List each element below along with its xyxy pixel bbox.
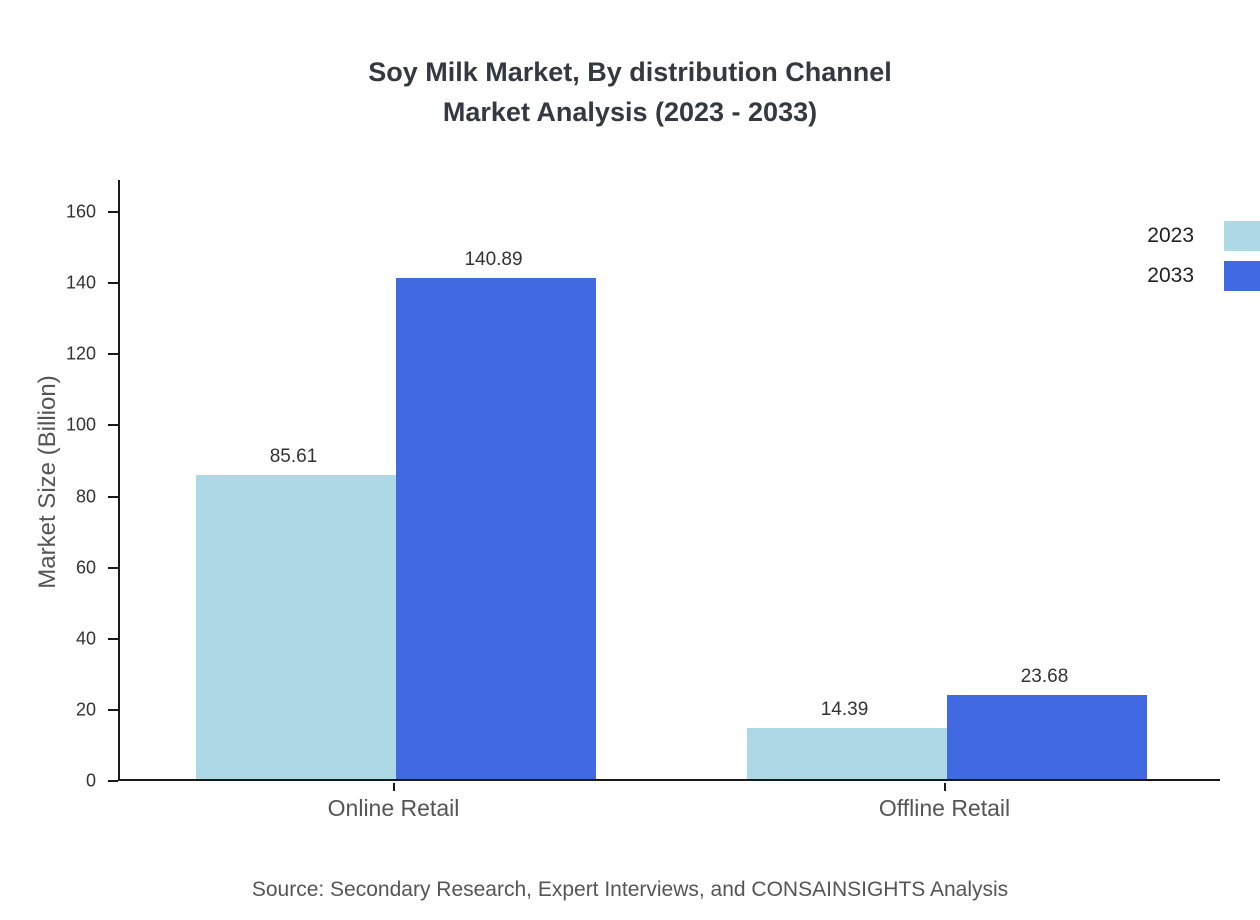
chart-title: Soy Milk Market, By distribution Channel… xyxy=(0,52,1260,132)
bar-2033-offline-retail xyxy=(946,694,1147,779)
bar-value-label: 140.89 xyxy=(464,248,523,270)
y-tick-mark xyxy=(108,566,118,569)
chart-title-line1: Soy Milk Market, By distribution Channel xyxy=(368,57,892,87)
bar-2023-offline-retail xyxy=(746,727,947,779)
y-tick-mark xyxy=(108,780,118,782)
x-category-label: Online Retail xyxy=(327,795,460,821)
y-tick-label: 20 xyxy=(75,699,96,720)
chart-title-line2: Market Analysis (2023 - 2033) xyxy=(442,97,818,127)
y-tick-label: 80 xyxy=(75,486,96,507)
x-tick-mark xyxy=(392,783,395,791)
legend-label: 2023 xyxy=(1147,224,1194,247)
bar-value-label: 85.61 xyxy=(269,445,318,467)
legend-label: 2033 xyxy=(1147,264,1194,287)
y-tick-mark xyxy=(108,708,118,711)
bar-2033-online-retail xyxy=(395,277,596,779)
y-tick-mark xyxy=(108,637,118,640)
y-tick-label: 100 xyxy=(65,414,96,435)
y-tick-label: 60 xyxy=(75,557,96,578)
bar-2023-online-retail xyxy=(195,474,396,779)
x-category-label: Offline Retail xyxy=(878,795,1011,821)
y-tick-label: 160 xyxy=(65,201,96,222)
bar-value-label: 23.68 xyxy=(1020,665,1069,687)
legend-swatch xyxy=(1224,261,1260,291)
y-tick-mark xyxy=(108,211,118,214)
y-tick-label: 40 xyxy=(75,628,96,649)
y-tick-mark xyxy=(108,495,118,498)
y-tick-mark xyxy=(108,424,118,427)
y-tick-label: 120 xyxy=(65,343,96,364)
legend-swatch xyxy=(1224,221,1260,251)
legend-item-2033: 2033 xyxy=(1147,261,1260,291)
bar-value-label: 14.39 xyxy=(820,698,869,720)
plot-area xyxy=(118,180,1220,781)
y-tick-mark xyxy=(108,353,118,356)
legend-item-2023: 2023 xyxy=(1147,221,1260,251)
x-tick-mark xyxy=(943,783,946,791)
y-tick-mark xyxy=(108,282,118,285)
y-tick-label: 0 xyxy=(85,770,96,791)
source-note: Source: Secondary Research, Expert Inter… xyxy=(251,878,1009,901)
plot-wrap: 0 20 40 60 80 100 120 140 160 Online Retail 85.61 1… xyxy=(66,180,1220,821)
legend: 2023 2033 xyxy=(1147,221,1260,291)
y-tick-label: 140 xyxy=(65,272,96,293)
